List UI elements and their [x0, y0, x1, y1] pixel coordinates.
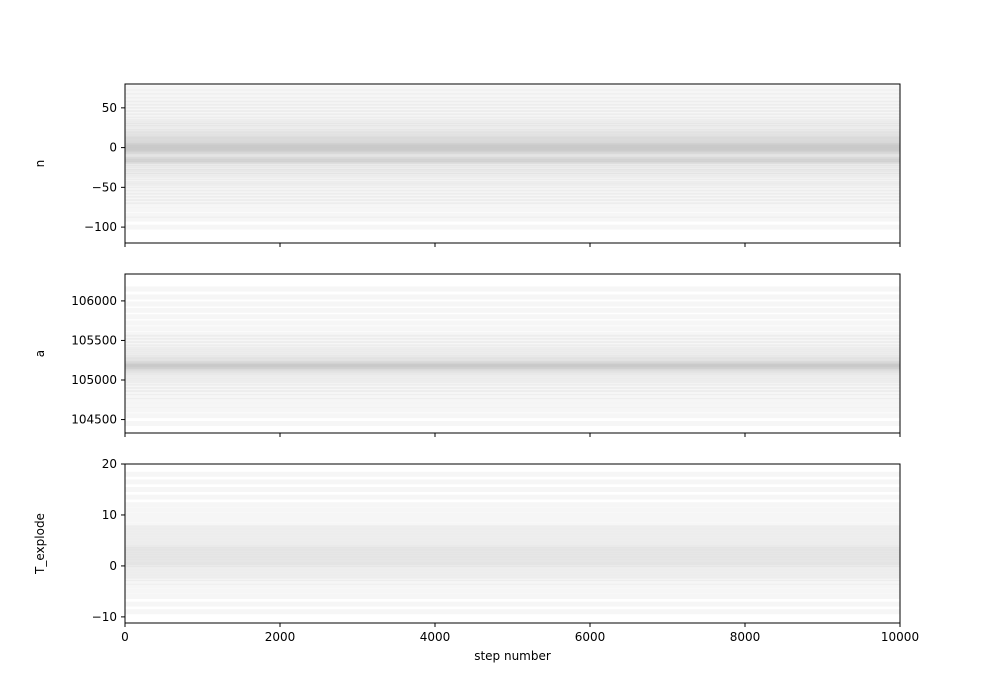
walker-traces-t-explode: [125, 474, 900, 612]
walker-traces-a: [125, 289, 900, 423]
y-axis-label-n: n: [33, 160, 47, 168]
x-tick-label: 4000: [420, 630, 451, 644]
x-tick-label: 10000: [881, 630, 919, 644]
y-tick-label-t-explode: 20: [102, 457, 117, 471]
x-ticks-n: [124, 243, 901, 247]
y-tick-label-n: 0: [109, 141, 117, 155]
y-ticks-n: 50 0 −50 −100: [84, 101, 125, 234]
y-tick-label-n: −100: [84, 220, 117, 234]
y-tick-label-t-explode: −10: [92, 610, 117, 624]
y-ticks-t-explode: 20 10 0 −10: [92, 457, 125, 624]
y-axis-label-a: a: [33, 350, 47, 357]
y-tick-label-a: 104500: [71, 413, 117, 427]
panel-a: 106000 105500 105000 104500 a: [33, 273, 901, 437]
axes-frame-a: [124, 273, 901, 434]
panel-n: 50 0 −50 −100 n: [33, 83, 901, 247]
x-tick-label: 0: [121, 630, 129, 644]
x-tick-label: 8000: [730, 630, 761, 644]
y-tick-label-n: −50: [92, 180, 117, 194]
x-tick-label: 2000: [265, 630, 296, 644]
y-tick-label-a: 106000: [71, 294, 117, 308]
y-tick-label-t-explode: 0: [109, 559, 117, 573]
panel-t-explode: 20 10 0 −10 0 2000 4000 6000 8000 10000 T_explod…: [33, 457, 919, 644]
axes-frame-n: [124, 83, 901, 244]
y-tick-label-a: 105000: [71, 373, 117, 387]
walker-traces-n: [125, 88, 900, 227]
axes-frame-t-explode: [124, 463, 901, 624]
y-tick-label-a: 105500: [71, 333, 117, 347]
y-ticks-a: 106000 105500 105000 104500: [71, 294, 125, 427]
x-axis-label: step number: [474, 649, 551, 663]
x-tick-label: 6000: [575, 630, 606, 644]
y-tick-label-n: 50: [102, 101, 117, 115]
x-ticks-t-explode: 0 2000 4000 6000 8000 10000: [121, 623, 919, 644]
x-ticks-a: [124, 433, 901, 437]
y-tick-label-t-explode: 10: [102, 508, 117, 522]
y-axis-label-t-explode: T_explode: [33, 513, 47, 575]
